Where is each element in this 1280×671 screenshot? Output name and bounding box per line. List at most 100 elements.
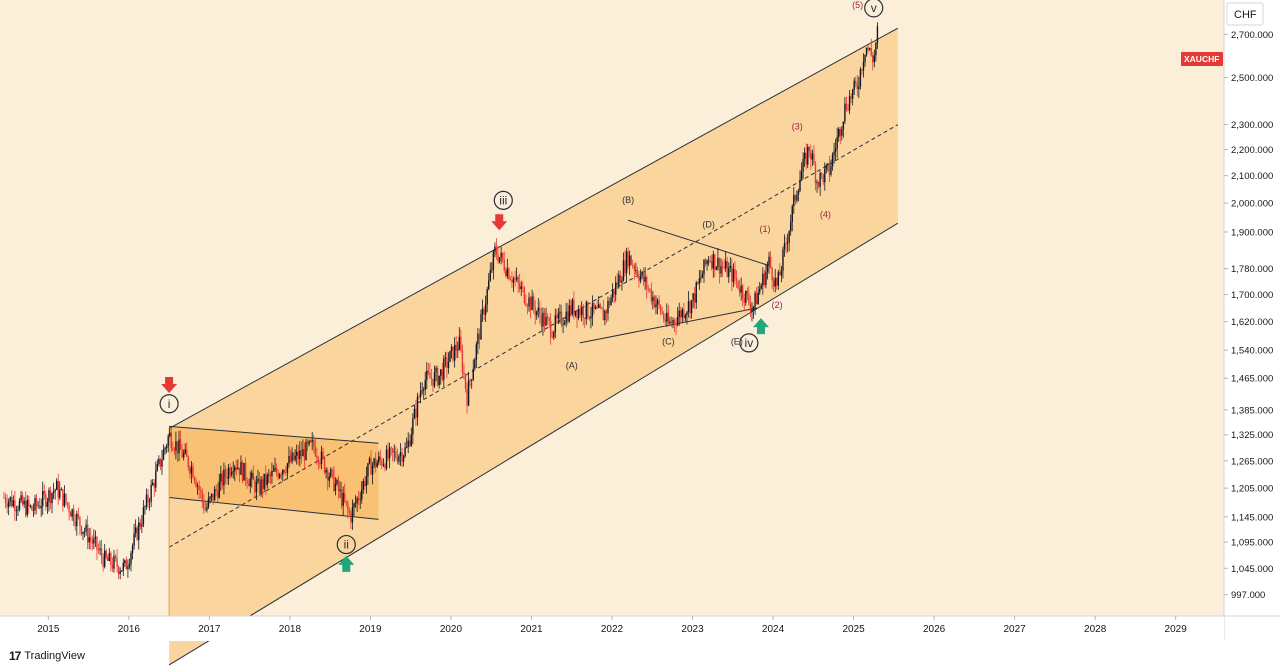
wave-label: (1): [760, 224, 771, 234]
candle-body: [817, 182, 820, 187]
price-axis[interactable]: 2,700.000 2,500.000 2,300.000 2,200.000 2,10…: [1224, 30, 1273, 601]
candle-body: [392, 448, 394, 453]
candle-body: [827, 163, 829, 166]
candle-body: [834, 148, 837, 152]
candle-body: [261, 479, 264, 489]
candle-body: [698, 278, 701, 284]
candle-body: [587, 301, 589, 318]
candle-body: [426, 370, 428, 381]
candle-body: [209, 497, 211, 499]
tradingview-logo[interactable]: 17 TradingView: [9, 649, 85, 663]
time-tick-label: 2025: [842, 624, 865, 635]
candle-body: [754, 293, 756, 307]
candle-body: [86, 524, 89, 543]
candle-body: [746, 290, 749, 294]
candle-body: [797, 191, 800, 195]
candle-body: [322, 451, 324, 458]
candle-body: [635, 270, 637, 271]
time-axis[interactable]: 2015 2016 2017 2018 2019 2020 2021 2022 2023 2024…: [37, 616, 1187, 635]
candle-body: [418, 396, 420, 398]
candle-body: [326, 469, 329, 481]
candle-body: [196, 485, 199, 487]
candle-body: [378, 456, 380, 463]
candle-body: [74, 521, 76, 527]
candle-body: [339, 489, 341, 491]
candle-body: [570, 305, 572, 314]
candle-body: [100, 548, 103, 557]
time-tick-label: 2016: [118, 624, 141, 635]
candle-body: [398, 456, 400, 462]
candle-body: [320, 451, 323, 464]
candle-body: [249, 478, 251, 487]
candle-body: [450, 346, 453, 351]
candle-body: [658, 300, 660, 306]
candle-body: [529, 297, 532, 311]
candle-body: [752, 306, 755, 310]
candle-body: [724, 260, 727, 269]
candle-body: [289, 455, 292, 462]
candle-body: [144, 506, 146, 508]
candle-body: [543, 312, 546, 326]
flag-upper-line: [169, 425, 379, 444]
candle-body: [226, 476, 228, 479]
candle-body: [384, 464, 386, 469]
symbol-badge[interactable]: XAUCHF: [1181, 52, 1223, 66]
channel-lower-line: [168, 222, 899, 666]
candle-body: [532, 296, 535, 308]
candle-body: [568, 305, 570, 322]
candle-body: [9, 497, 11, 502]
currency-label-box[interactable]: CHF: [1226, 2, 1264, 26]
candle-body: [142, 507, 145, 525]
candle-body: [20, 495, 22, 501]
candle-body: [670, 321, 673, 324]
candle-body: [155, 470, 157, 488]
candle-body: [97, 549, 100, 551]
candle-body: [94, 536, 97, 539]
candle-body: [618, 274, 620, 286]
candle-body: [650, 289, 653, 302]
candle-body: [218, 481, 220, 498]
candle-body: [542, 312, 544, 327]
candle-body: [799, 179, 801, 192]
candle-body: [382, 464, 385, 466]
candle-body: [703, 259, 705, 275]
candle-body: [136, 527, 138, 540]
candle-body: [395, 451, 397, 458]
candle-body: [573, 299, 575, 316]
candle-body: [779, 272, 781, 276]
candle-body: [664, 319, 666, 322]
candle-body: [511, 280, 513, 283]
candle-body: [850, 96, 852, 99]
candle-body: [597, 304, 600, 309]
candle-body: [85, 524, 87, 532]
candle-body: [240, 462, 242, 475]
candle-body: [847, 109, 849, 111]
candle-body: [17, 509, 19, 511]
price-tick-label: 1,205.000: [1231, 484, 1273, 495]
candle-body: [596, 306, 598, 309]
candle-body: [474, 359, 476, 369]
candle-body: [274, 467, 276, 471]
candle-body: [851, 89, 854, 99]
candle-body: [246, 479, 248, 484]
candle-body: [856, 83, 858, 90]
candle-body: [34, 498, 36, 511]
candle-body: [790, 221, 792, 232]
candle-body: [105, 550, 107, 558]
candle-body: [419, 391, 422, 398]
candle-body: [653, 296, 656, 308]
candle-body: [678, 310, 680, 317]
candle-body: [77, 514, 80, 517]
candle-body: [783, 243, 786, 250]
candle-body: [124, 560, 126, 563]
price-tick-label: 2,700.000: [1231, 30, 1273, 41]
candle-body: [738, 288, 741, 293]
candle-body: [443, 358, 445, 380]
candle-body: [187, 456, 190, 468]
candle-body: [745, 290, 747, 303]
candle-body: [861, 69, 863, 71]
candle-body: [344, 492, 346, 502]
wave-label: (4): [820, 209, 831, 219]
candle-body: [133, 533, 135, 546]
